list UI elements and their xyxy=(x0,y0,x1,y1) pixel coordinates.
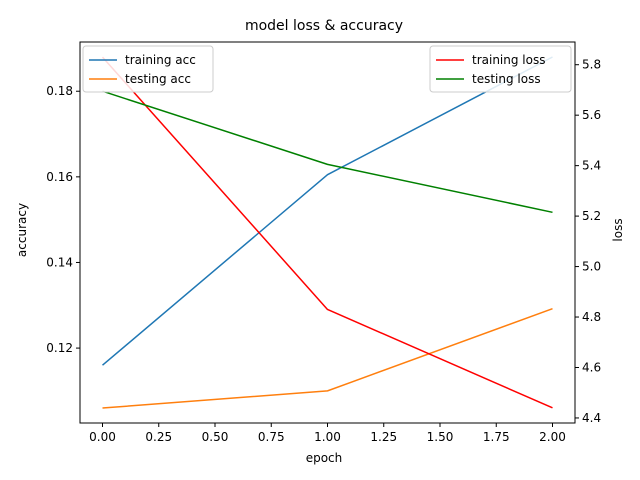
left-tick-label: 0.16 xyxy=(46,170,73,184)
series-line-training-loss xyxy=(101,56,553,409)
legend-right: training loss testing loss xyxy=(429,45,572,93)
legend-label: testing loss xyxy=(472,72,541,86)
x-tick-label: 1.25 xyxy=(370,430,397,444)
series-line-training-acc xyxy=(102,56,553,366)
x-tick-label: 0.75 xyxy=(258,430,285,444)
left-tick-label: 0.18 xyxy=(46,84,73,98)
x-axis-label: epoch xyxy=(306,451,343,465)
left-tick-label: 0.12 xyxy=(46,341,73,355)
chart-title: model loss & accuracy xyxy=(245,18,403,34)
right-tick-label: 5.6 xyxy=(582,108,601,122)
right-tick-label: 4.8 xyxy=(582,310,601,324)
right-tick-label: 5.0 xyxy=(582,260,601,274)
right-tick-label: 5.4 xyxy=(582,159,601,173)
legend-frame xyxy=(429,45,572,93)
legend-label: testing acc xyxy=(125,72,191,86)
x-tick-label: 0.00 xyxy=(89,430,116,444)
x-tick-label: 2.00 xyxy=(539,430,566,444)
legend-left: training acc testing acc xyxy=(82,45,214,93)
right-tick-label: 4.6 xyxy=(582,360,601,374)
legend-label: training acc xyxy=(125,53,196,67)
legend-label: training loss xyxy=(472,53,545,67)
left-axis-label: accuracy xyxy=(15,203,29,257)
right-axis-label: loss xyxy=(611,218,625,241)
plot-frame xyxy=(79,41,576,424)
legend-frame xyxy=(82,45,214,93)
right-tick-label: 5.8 xyxy=(582,58,601,72)
x-tick-label: 1.75 xyxy=(483,430,510,444)
x-tick-label: 1.00 xyxy=(314,430,341,444)
series-line-testing-loss xyxy=(102,90,553,214)
x-tick-label: 0.50 xyxy=(202,430,229,444)
x-tick-label: 1.50 xyxy=(427,430,454,444)
right-tick-label: 5.2 xyxy=(582,209,601,223)
x-tick-label: 0.25 xyxy=(145,430,172,444)
right-tick-label: 4.4 xyxy=(582,411,601,425)
series-line-testing-acc xyxy=(102,307,553,409)
left-tick-label: 0.14 xyxy=(46,255,73,269)
